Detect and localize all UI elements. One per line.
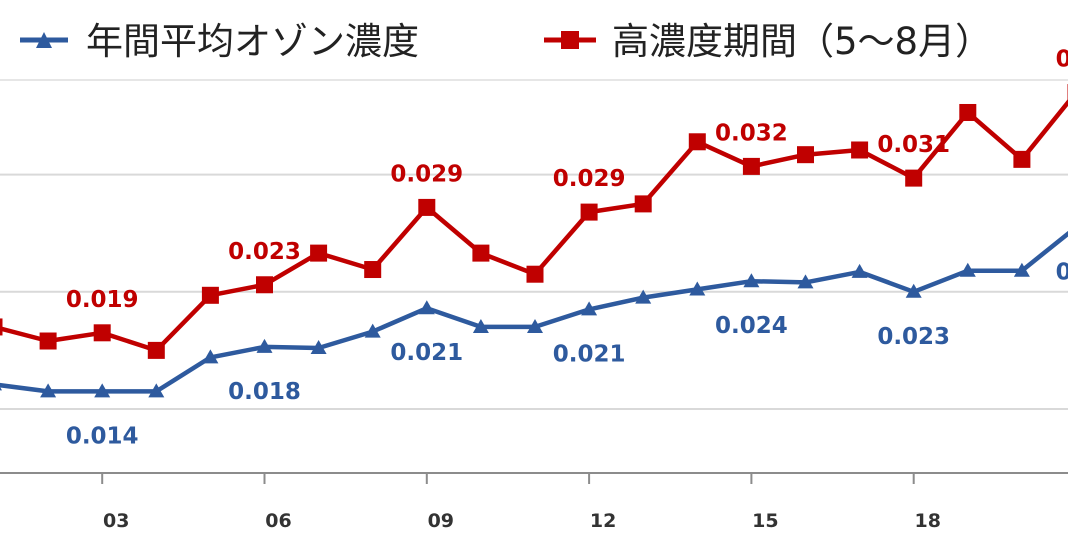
point-marker <box>527 318 543 333</box>
point-marker <box>0 318 3 336</box>
point-marker <box>959 103 977 121</box>
point-marker <box>472 244 490 262</box>
point-marker <box>797 274 814 289</box>
point-marker <box>688 133 706 151</box>
point-marker <box>94 383 111 398</box>
legend-marker-triangle <box>36 32 52 48</box>
point-marker <box>635 289 652 304</box>
data-label: 0.014 <box>66 423 139 449</box>
legend-marker-square <box>561 31 579 49</box>
point-marker <box>310 340 327 355</box>
point-marker <box>148 383 165 398</box>
point-marker <box>959 262 976 277</box>
legend: 年間平均オゾン濃度 高濃度期間（5〜8月） <box>20 20 992 63</box>
legend-label-annual: 年間平均オゾン濃度 <box>86 20 419 63</box>
point-marker <box>364 323 381 338</box>
point-marker <box>418 300 435 315</box>
point-marker <box>851 263 868 278</box>
series-high <box>0 84 1068 359</box>
data-label: 0.029 <box>390 161 463 187</box>
series-annual <box>0 230 1068 398</box>
data-labels: 0.019 0.023 0.029 0.029 0.032 0.031 0.0 0.014 0.… <box>66 47 1068 450</box>
point-marker <box>39 332 57 350</box>
point-marker <box>364 261 382 279</box>
x-tick-label: 12 <box>590 510 616 532</box>
point-marker <box>581 301 598 316</box>
x-tick-label: 15 <box>752 510 778 532</box>
point-marker <box>743 273 760 288</box>
point-marker <box>905 283 922 298</box>
data-label: 0.0 <box>1056 47 1068 73</box>
data-label: 0.029 <box>553 166 626 192</box>
data-label: 0.018 <box>228 379 301 405</box>
point-marker <box>742 157 760 175</box>
x-tick-label: 06 <box>265 510 291 532</box>
point-marker <box>797 146 814 164</box>
point-marker <box>851 141 869 159</box>
data-label: 0.021 <box>553 341 626 367</box>
point-marker <box>689 281 706 296</box>
x-axis: 03060912151821 <box>0 472 1068 532</box>
legend-label-high: 高濃度期間（5〜8月） <box>612 20 992 63</box>
legend-item-annual: 年間平均オゾン濃度 <box>20 20 419 63</box>
data-label: 0.023 <box>877 324 950 350</box>
point-marker <box>201 286 219 304</box>
data-label: 0.0 <box>1056 259 1068 285</box>
data-label: 0.031 <box>877 132 950 158</box>
series-line <box>0 230 1068 394</box>
point-marker <box>472 318 489 333</box>
point-marker <box>580 203 598 221</box>
x-tick-label: 03 <box>103 510 129 532</box>
point-marker <box>0 386 2 391</box>
legend-item-high: 高濃度期間（5〜8月） <box>544 20 992 63</box>
point-marker <box>1013 150 1031 168</box>
data-label: 0.019 <box>66 287 139 313</box>
x-tick-label: 18 <box>914 510 940 532</box>
point-marker <box>634 195 652 213</box>
point-marker <box>256 338 273 353</box>
data-label: 0.024 <box>715 313 788 339</box>
point-marker <box>147 341 165 359</box>
point-marker <box>202 349 219 364</box>
point-marker <box>256 276 273 294</box>
point-marker <box>310 244 328 262</box>
data-label: 0.032 <box>715 120 788 146</box>
point-marker <box>526 265 544 283</box>
gridlines <box>0 173 1068 410</box>
series-line <box>0 98 1068 353</box>
data-label: 0.021 <box>390 340 463 366</box>
x-tick-label: 09 <box>428 510 454 532</box>
point-marker <box>93 324 111 342</box>
point-marker <box>418 198 436 216</box>
series-layer <box>0 84 1068 398</box>
point-marker <box>905 169 923 187</box>
point-marker <box>1013 262 1030 277</box>
point-marker <box>40 383 57 398</box>
data-label: 0.023 <box>228 239 301 265</box>
